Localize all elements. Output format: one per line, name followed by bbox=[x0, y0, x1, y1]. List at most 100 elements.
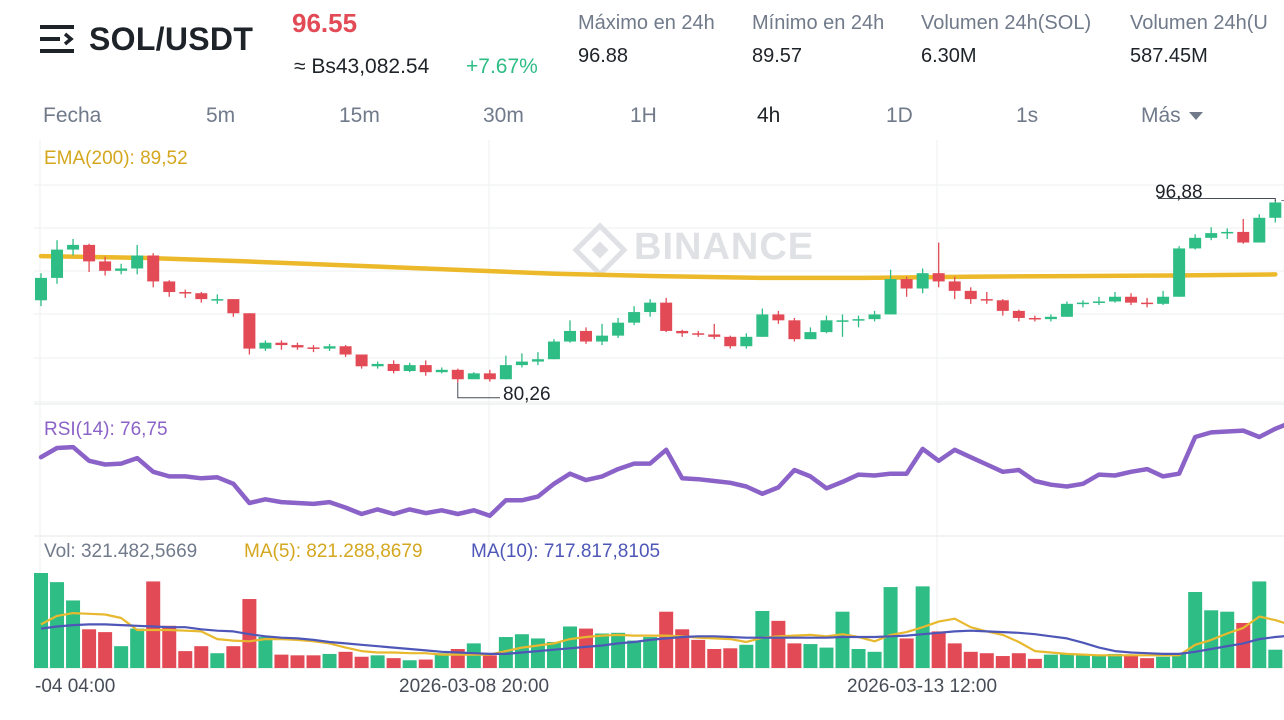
candle-body bbox=[195, 293, 208, 300]
tab-1d[interactable]: 1D bbox=[886, 104, 913, 127]
volume-bar bbox=[306, 655, 321, 668]
volume-bar bbox=[675, 629, 690, 668]
volume-bar bbox=[867, 651, 882, 668]
volume-bar bbox=[514, 634, 529, 668]
volume-bar bbox=[178, 651, 193, 668]
candle-body bbox=[371, 363, 384, 367]
tab-1h[interactable]: 1H bbox=[630, 104, 657, 127]
tab-5m[interactable]: 5m bbox=[206, 104, 236, 127]
candles-layer bbox=[35, 200, 1282, 383]
candle-body bbox=[99, 261, 112, 271]
stat-volume-quote-label: Volumen 24h(U bbox=[1130, 12, 1268, 34]
candle-body bbox=[403, 365, 416, 371]
stat-high-label: Máximo en 24h bbox=[578, 12, 715, 34]
volume-bar bbox=[787, 643, 802, 668]
tab-30m[interactable]: 30m bbox=[483, 104, 524, 127]
candle-body bbox=[211, 299, 224, 301]
candle-body bbox=[419, 365, 432, 373]
volume-bar bbox=[530, 638, 545, 668]
pair-title[interactable]: SOL/USDT bbox=[89, 21, 254, 57]
volume-bar bbox=[34, 573, 48, 668]
volume-bar bbox=[226, 646, 241, 668]
candle-body bbox=[884, 279, 897, 315]
candle-body bbox=[964, 290, 977, 300]
tab-more[interactable]: Más bbox=[1141, 104, 1203, 128]
candle-body bbox=[628, 312, 641, 323]
volume-bar bbox=[114, 646, 129, 668]
volume-bar bbox=[1268, 649, 1283, 668]
ma5-label: MA(5): 821.288,8679 bbox=[244, 541, 423, 562]
stat-low-value: 89.57 bbox=[752, 45, 803, 67]
tab-fecha[interactable]: Fecha bbox=[43, 104, 102, 127]
candle-body bbox=[708, 334, 721, 337]
stat-volume-base-label: Volumen 24h(SOL) bbox=[921, 12, 1092, 34]
x-tick-label: 2026-03-08 20:00 bbox=[399, 676, 550, 697]
last-price: 96.55 bbox=[292, 8, 358, 38]
candle-body bbox=[1044, 316, 1057, 320]
candle-body bbox=[916, 273, 929, 289]
volume-bar bbox=[739, 644, 754, 668]
candle-body bbox=[531, 359, 544, 362]
tab-4h[interactable]: 4h bbox=[757, 104, 781, 127]
candle-body bbox=[596, 335, 609, 342]
chart-grid bbox=[34, 140, 1284, 669]
candle-body bbox=[756, 314, 769, 337]
volume-bar bbox=[931, 631, 946, 668]
tab-15m[interactable]: 15m bbox=[339, 104, 380, 127]
volume-bar bbox=[1075, 653, 1090, 668]
candle-body bbox=[580, 330, 593, 342]
volume-bar bbox=[691, 639, 706, 668]
candle-body bbox=[483, 373, 496, 380]
volume-bar bbox=[146, 581, 161, 668]
volume-bar bbox=[162, 625, 177, 668]
candle-body bbox=[980, 299, 993, 301]
volume-bar bbox=[194, 646, 209, 668]
volume-bar bbox=[386, 658, 401, 668]
caret-down-icon bbox=[1188, 112, 1203, 121]
fiat-price: ≈ Bs43,082.54 bbox=[294, 55, 430, 78]
candle-body bbox=[852, 319, 865, 321]
price-change-percent: +7.67% bbox=[466, 55, 538, 78]
candle-body bbox=[435, 369, 448, 373]
ma10-label: MA(10): 717.817,8105 bbox=[471, 541, 661, 562]
volume-bar bbox=[370, 655, 385, 668]
candle-body bbox=[259, 342, 272, 349]
volume-bar bbox=[1140, 658, 1155, 668]
candle-body bbox=[227, 299, 240, 314]
volume-bar bbox=[1252, 581, 1267, 668]
candle-body bbox=[243, 313, 256, 349]
volume-bar bbox=[290, 655, 305, 668]
volume-bar bbox=[1156, 656, 1171, 668]
candle-body bbox=[1269, 202, 1282, 218]
candle-body bbox=[67, 244, 80, 250]
candle-body bbox=[467, 373, 480, 380]
volume-bar bbox=[1091, 654, 1106, 668]
watermark-logo-icon bbox=[572, 222, 628, 278]
stat-volume-base-value: 6.30M bbox=[921, 45, 977, 67]
volume-label: Vol: 321.482,5669 bbox=[44, 541, 198, 562]
candle-body bbox=[772, 314, 785, 321]
candle-body bbox=[339, 346, 352, 355]
candle-body bbox=[35, 277, 47, 301]
tab-1s[interactable]: 1s bbox=[1016, 104, 1039, 127]
candle-body bbox=[499, 365, 512, 380]
candle-body bbox=[676, 330, 689, 334]
high-price-marker: 96,88 bbox=[1155, 182, 1203, 203]
volume-bar bbox=[755, 611, 770, 668]
volume-ma-layer bbox=[40, 612, 1284, 657]
ma5-line bbox=[40, 612, 1284, 657]
rsi-line bbox=[38, 422, 1284, 519]
volume-bar bbox=[130, 628, 145, 668]
candle-body bbox=[1157, 296, 1170, 304]
watermark-text: BINANCE bbox=[634, 226, 815, 268]
volume-bar bbox=[1188, 592, 1203, 668]
candle-body bbox=[275, 342, 288, 346]
menu-icon[interactable] bbox=[40, 24, 74, 54]
candle-body bbox=[740, 336, 753, 347]
candle-body bbox=[131, 255, 144, 269]
candle-body bbox=[1076, 302, 1089, 305]
volume-bar bbox=[546, 641, 561, 668]
volume-bar bbox=[627, 640, 642, 668]
volume-bar bbox=[66, 600, 81, 668]
